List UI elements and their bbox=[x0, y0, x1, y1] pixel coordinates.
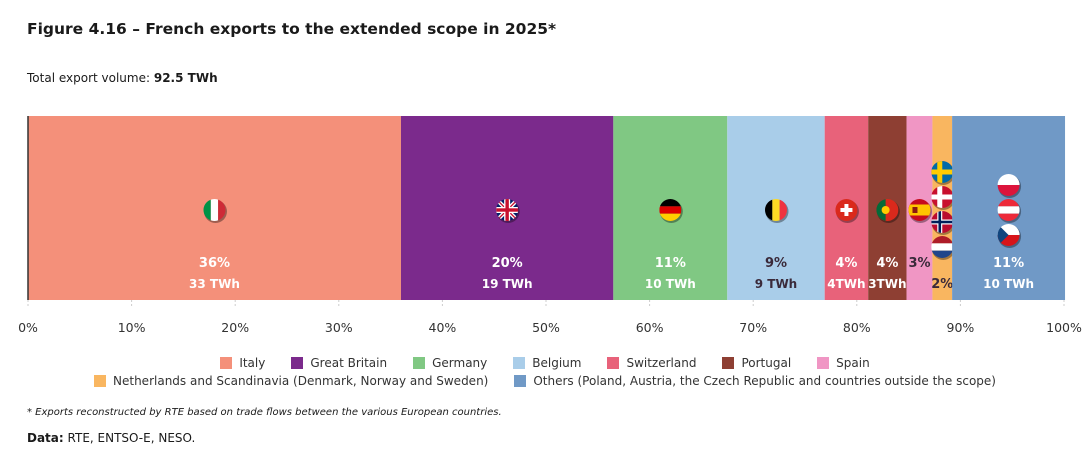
pct-label: 4% bbox=[835, 256, 857, 271]
germany-flag-icon bbox=[659, 199, 682, 221]
netherlands-flag-icon bbox=[931, 236, 954, 258]
pct-label: 36% bbox=[199, 256, 230, 271]
italy-flag-icon bbox=[203, 199, 226, 221]
legend-label: Netherlands and Scandinavia (Denmark, No… bbox=[113, 374, 489, 388]
twh-label: 4TWh bbox=[827, 277, 865, 291]
legend-label: Others (Poland, Austria, the Czech Repub… bbox=[533, 374, 996, 388]
x-tick-label: 20% bbox=[221, 320, 249, 335]
legend-swatch bbox=[94, 375, 107, 387]
legend-label: Great Britain bbox=[310, 356, 388, 370]
legend-swatch bbox=[607, 357, 620, 369]
x-tick-label: 40% bbox=[429, 320, 457, 335]
footnote: * Exports reconstructed by RTE based on … bbox=[27, 407, 502, 418]
legend-label: Belgium bbox=[532, 356, 582, 370]
pct-label: 3% bbox=[908, 256, 930, 271]
legend-item: Italy bbox=[220, 356, 265, 370]
subtitle-value: 92.5 TWh bbox=[153, 71, 218, 85]
legend-swatch bbox=[514, 375, 527, 387]
legend-swatch bbox=[817, 357, 830, 369]
x-tick-label: 80% bbox=[843, 320, 871, 335]
legend-item: Portugal bbox=[722, 356, 791, 370]
x-tick-label: 30% bbox=[325, 320, 353, 335]
stacked-bar-chart: 36% 33 TWh 20% 19 TWh 11% 10 TWh 9% 9 TWh 4% 4TWh… bbox=[18, 116, 1082, 335]
pct-label: 11% bbox=[655, 256, 686, 271]
legend-item: Switzerland bbox=[607, 356, 696, 370]
twh-label: 9 TWh bbox=[755, 277, 798, 291]
x-tick-label: 60% bbox=[636, 320, 664, 335]
x-tick-label: 50% bbox=[532, 320, 560, 335]
subtitle-label: Total export volume: bbox=[27, 71, 151, 85]
pct-label: 20% bbox=[492, 256, 523, 271]
twh-label: 19 TWh bbox=[482, 277, 533, 291]
pct-label: 11% bbox=[993, 256, 1024, 271]
x-tick-label: 10% bbox=[118, 320, 146, 335]
chart-title: Figure 4.16 – French exports to the exte… bbox=[27, 20, 557, 38]
czech-flag-icon bbox=[997, 224, 1020, 246]
uk-flag-icon bbox=[496, 199, 519, 221]
x-tick-label: 100% bbox=[1046, 320, 1082, 335]
legend-item: Others (Poland, Austria, the Czech Repub… bbox=[514, 374, 996, 388]
legend-label: Portugal bbox=[741, 356, 792, 370]
legend-label: Germany bbox=[432, 356, 488, 370]
belgium-flag-icon bbox=[764, 199, 787, 221]
legend-item: Netherlands and Scandinavia (Denmark, No… bbox=[94, 374, 488, 388]
legend-item: Germany bbox=[413, 356, 487, 370]
chart-subtitle: Total export volume: 92.5 TWh bbox=[27, 71, 218, 85]
legend-swatch bbox=[722, 357, 735, 369]
source-label: Data: bbox=[27, 431, 64, 445]
poland-flag-icon bbox=[997, 174, 1020, 196]
legend-item: Great Britain bbox=[291, 356, 387, 370]
legend-item: Spain bbox=[817, 356, 870, 370]
legend-label: Spain bbox=[836, 356, 870, 370]
legend-swatch bbox=[220, 357, 233, 369]
pct-label: 4% bbox=[876, 256, 898, 271]
pct-label: 9% bbox=[765, 256, 787, 271]
legend-swatch bbox=[513, 357, 526, 369]
legend-label: Italy bbox=[239, 356, 266, 370]
twh-label: 3TWh bbox=[868, 277, 906, 291]
pct-label: 2% bbox=[931, 277, 953, 292]
legend-swatch bbox=[291, 357, 304, 369]
switzerland-flag-icon bbox=[835, 199, 858, 221]
source-value: RTE, ENTSO-E, NESO. bbox=[63, 431, 196, 445]
legend: Italy Great Britain Germany Belgium Switzerl… bbox=[0, 356, 1090, 392]
data-source: Data: RTE, ENTSO-E, NESO. bbox=[27, 431, 195, 445]
norway-flag-icon bbox=[931, 211, 954, 233]
austria-flag-icon bbox=[997, 199, 1020, 221]
twh-label: 33 TWh bbox=[189, 277, 240, 291]
twh-label: 10 TWh bbox=[645, 277, 696, 291]
legend-swatch bbox=[413, 357, 426, 369]
portugal-flag-icon bbox=[876, 199, 899, 221]
spain-flag-icon bbox=[908, 199, 931, 221]
denmark-flag-icon bbox=[931, 186, 954, 208]
x-tick-label: 90% bbox=[947, 320, 975, 335]
legend-label: Switzerland bbox=[626, 356, 697, 370]
x-tick-label: 0% bbox=[18, 320, 38, 335]
sweden-flag-icon bbox=[931, 161, 954, 183]
twh-label: 10 TWh bbox=[983, 277, 1034, 291]
legend-item: Belgium bbox=[513, 356, 581, 370]
x-tick-label: 70% bbox=[739, 320, 767, 335]
